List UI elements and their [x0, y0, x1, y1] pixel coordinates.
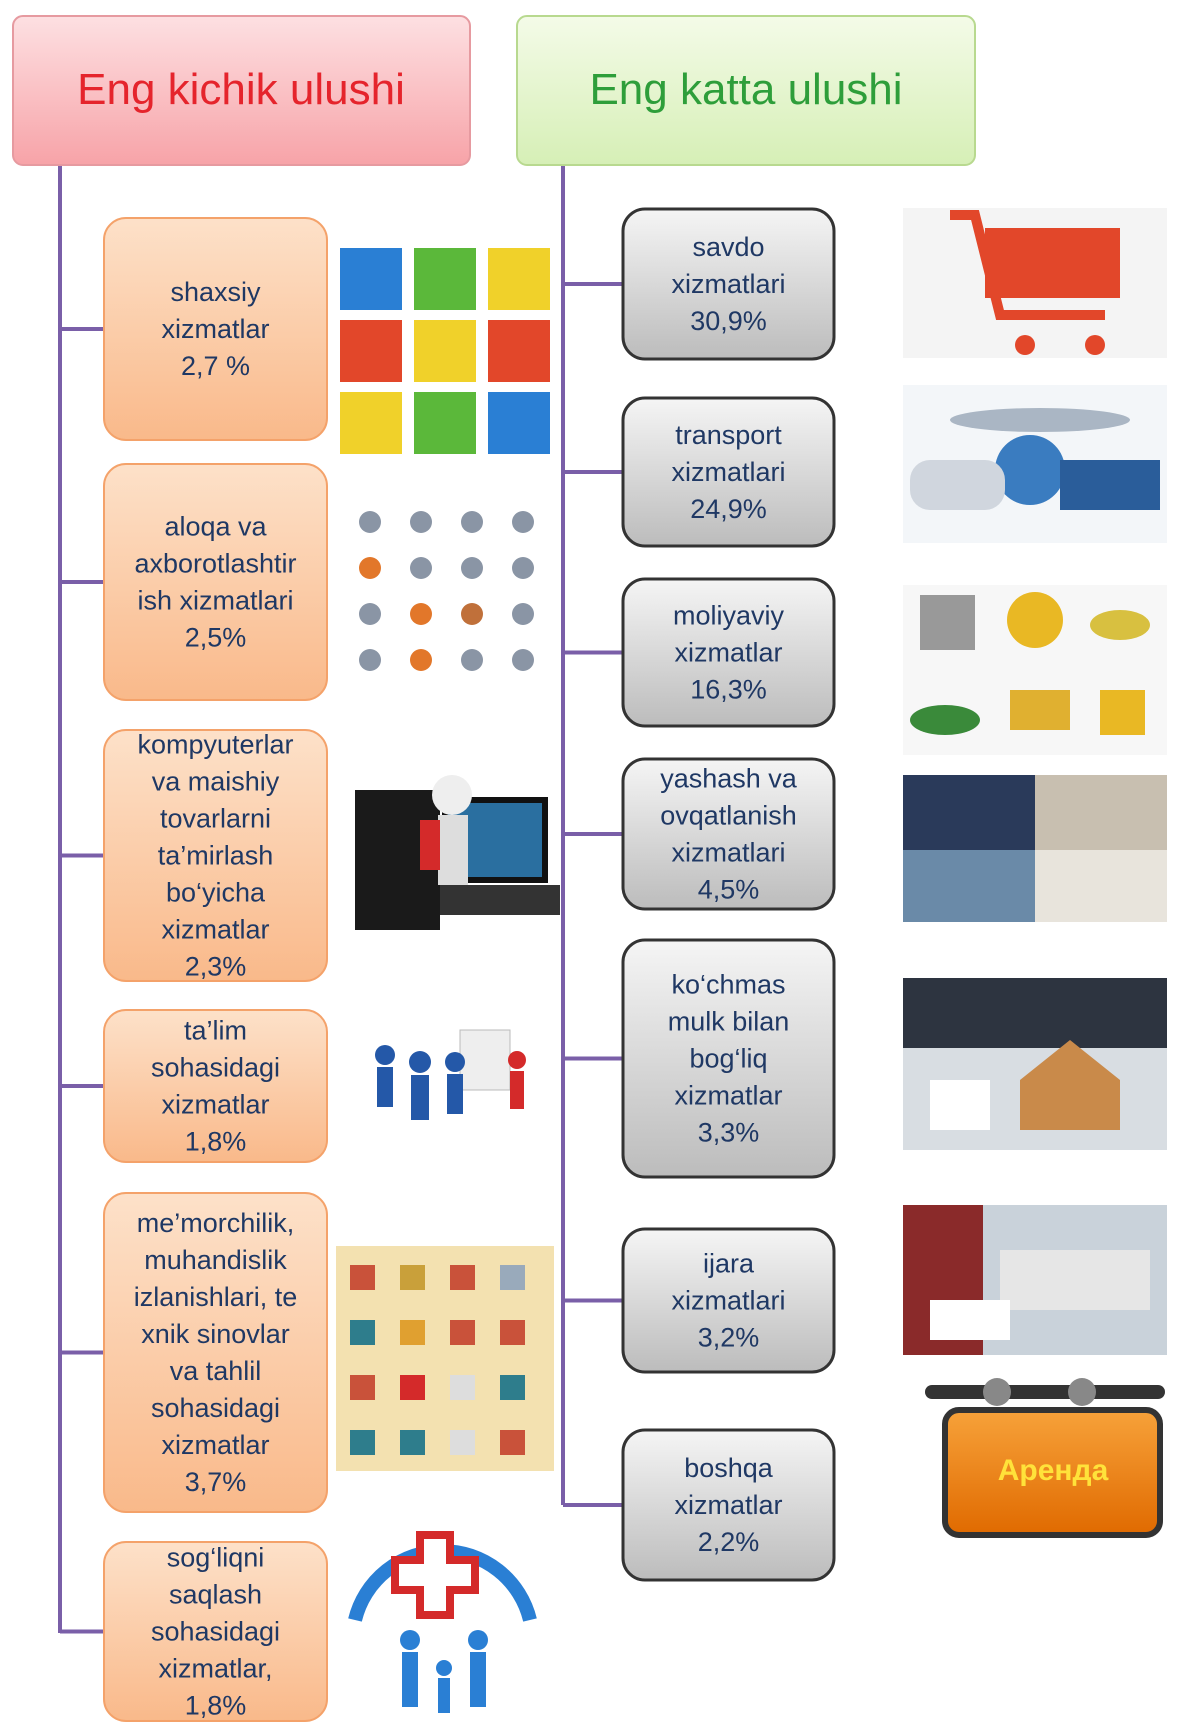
node-line: 2,3% — [185, 952, 247, 982]
node-line: 3,2% — [698, 1323, 760, 1353]
transport-image — [903, 385, 1167, 543]
node-line: xizmatlar — [674, 638, 782, 668]
node-line: ta’lim — [184, 1016, 247, 1046]
node-line: saqlash — [169, 1580, 262, 1610]
node-line: xizmatlar — [674, 1081, 782, 1111]
node-line: 2,7 % — [181, 351, 250, 381]
node-line: 2,5% — [185, 623, 247, 653]
node-line: ta’mirlash — [158, 841, 274, 871]
real-estate-image — [903, 978, 1167, 1150]
node-line: axborotlashtir — [134, 549, 296, 579]
node-line: kompyuterlar — [137, 730, 293, 760]
left-title: Eng kichik ulushi — [77, 65, 405, 114]
node-line: va tahlil — [170, 1356, 262, 1386]
node-line: muhandislik — [144, 1245, 287, 1275]
node-line: xizmatlar — [161, 1430, 269, 1460]
node-box — [104, 1193, 327, 1512]
right-title: Eng katta ulushi — [589, 65, 902, 114]
node-line: 3,3% — [698, 1118, 760, 1148]
node-line: sohasidagi — [151, 1617, 280, 1647]
node-line: sohasidagi — [151, 1053, 280, 1083]
node-line: 30,9% — [690, 306, 767, 336]
node-line: xizmatlar — [161, 1090, 269, 1120]
node-line: ish xizmatlari — [137, 586, 293, 616]
node-line: mulk bilan — [668, 1007, 790, 1037]
rent-sign: Аренда — [925, 1378, 1165, 1535]
node-line: xnik sinovlar — [141, 1319, 290, 1349]
node-line: xizmatlar, — [158, 1654, 272, 1684]
node-line: va maishiy — [152, 767, 280, 797]
node-line: xizmatlari — [671, 838, 785, 868]
node-line: xizmatlari — [671, 1286, 785, 1316]
computer-repair — [355, 775, 560, 930]
node-line: 1,8% — [185, 1127, 247, 1157]
diagram: Eng kichik ulushi Eng katta ulushi — [0, 0, 1181, 1731]
node-line: transport — [675, 420, 782, 450]
node-line: xizmatlar — [161, 314, 269, 344]
node-line: 1,8% — [185, 1691, 247, 1721]
node-line: xizmatlar — [674, 1490, 782, 1520]
node-box — [104, 464, 327, 700]
node-line: sog‘liqni — [167, 1543, 265, 1573]
node-line: tovarlarni — [160, 804, 271, 834]
node-line: bog‘liq — [689, 1044, 767, 1074]
node-line: ijara — [703, 1249, 755, 1279]
communication-icons — [359, 511, 534, 671]
node-line: boshqa — [684, 1453, 774, 1483]
education-people — [375, 1030, 526, 1120]
node-line: xizmatlari — [671, 457, 785, 487]
finance-icons — [903, 585, 1167, 755]
node-line: izlanishlari, te — [134, 1282, 298, 1312]
node-line: 16,3% — [690, 675, 767, 705]
node-line: shaxsiy — [170, 277, 261, 307]
architecture-icons — [336, 1246, 554, 1471]
node-line: xizmatlar — [161, 915, 269, 945]
node-line: ovqatlanish — [660, 801, 797, 831]
hotel-image — [903, 775, 1167, 922]
node-line: moliyaviy — [673, 601, 785, 631]
node-line: savdo — [692, 232, 764, 262]
node-line: 4,5% — [698, 875, 760, 905]
node-line: bo‘yicha — [166, 878, 266, 908]
rent-image — [903, 1205, 1167, 1355]
node-line: 24,9% — [690, 494, 767, 524]
node-line: yashash va — [660, 764, 798, 794]
node-line: ko‘chmas — [671, 970, 785, 1000]
sign-label: Аренда — [998, 1454, 1109, 1487]
personal-icons — [340, 248, 550, 454]
node-line: aloqa va — [164, 512, 267, 542]
node-line: 2,2% — [698, 1527, 760, 1557]
node-line: xizmatlari — [671, 269, 785, 299]
node-line: 3,7% — [185, 1467, 247, 1497]
node-line: sohasidagi — [151, 1393, 280, 1423]
node-line: me’morchilik, — [137, 1208, 295, 1238]
health-logo — [355, 1535, 530, 1713]
shopping-cart — [903, 208, 1167, 358]
